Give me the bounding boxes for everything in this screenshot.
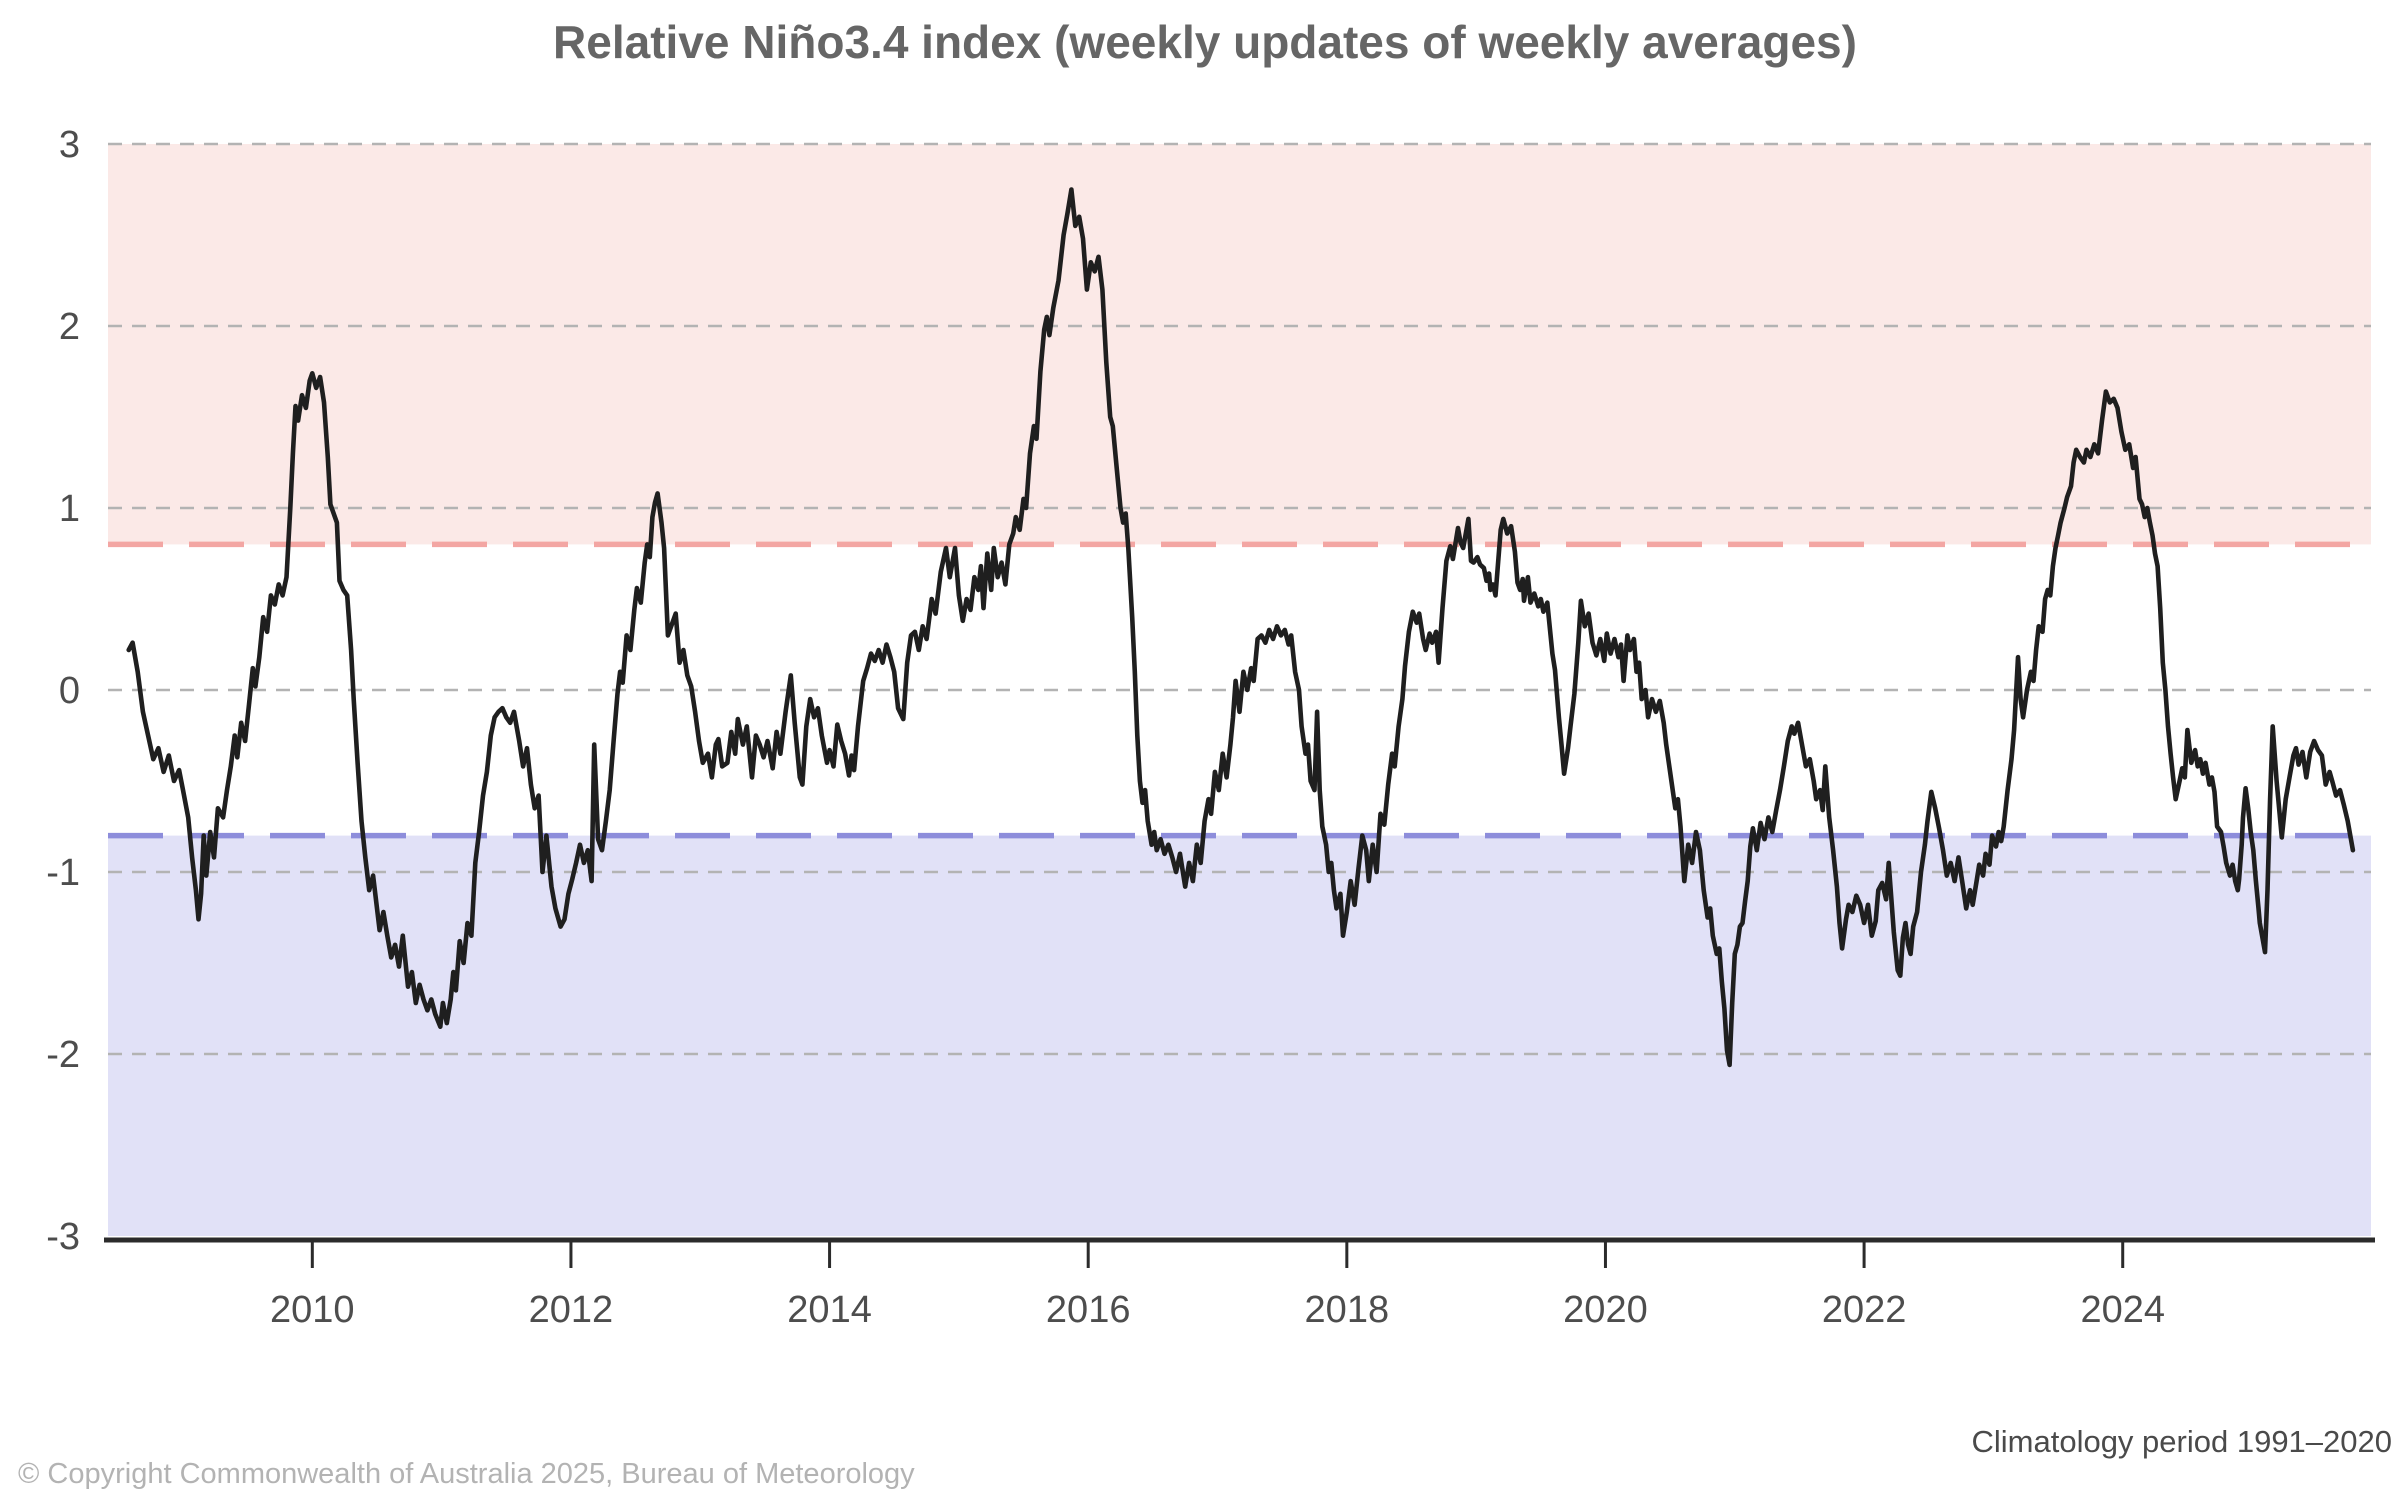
x-tick-label-2024: 2024	[2080, 1289, 2165, 1331]
x-tick-label-2016: 2016	[1046, 1289, 1131, 1331]
chart-title: Relative Niño3.4 index (weekly updates o…	[553, 16, 1857, 68]
climatology-note: Climatology period 1991–2020	[1971, 1424, 2392, 1459]
x-tick-label-2010: 2010	[270, 1289, 355, 1331]
x-tick-label-2022: 2022	[1822, 1289, 1907, 1331]
y-tick-label--3: -3	[46, 1216, 80, 1258]
x-tick-label-2014: 2014	[787, 1289, 872, 1331]
threshold-bands	[108, 144, 2371, 1236]
x-axis	[104, 1237, 2375, 1268]
copyright-text: © Copyright Commonwealth of Australia 20…	[18, 1458, 915, 1490]
index-line	[126, 187, 2356, 1068]
y-tick-label--1: -1	[46, 852, 80, 894]
y-tick-label-0: 0	[59, 670, 80, 712]
la-nina-band	[108, 835, 2371, 1236]
y-tick-label-1: 1	[59, 488, 80, 530]
index-series	[126, 187, 2356, 1068]
y-tick-label--2: -2	[46, 1034, 80, 1076]
y-tick-label-3: 3	[59, 124, 80, 166]
x-tick-label-2012: 2012	[529, 1289, 614, 1331]
axis-tick-labels: 2010 2012 2014 2016 2018 2020 2022 2024 3 2 1 0 -1 -2…	[46, 124, 2165, 1331]
el-nino-band	[108, 144, 2371, 545]
gridlines	[108, 142, 2371, 1056]
x-tick-label-2018: 2018	[1305, 1289, 1390, 1331]
x-tick-label-2020: 2020	[1563, 1289, 1648, 1331]
y-tick-label-2: 2	[59, 306, 80, 348]
